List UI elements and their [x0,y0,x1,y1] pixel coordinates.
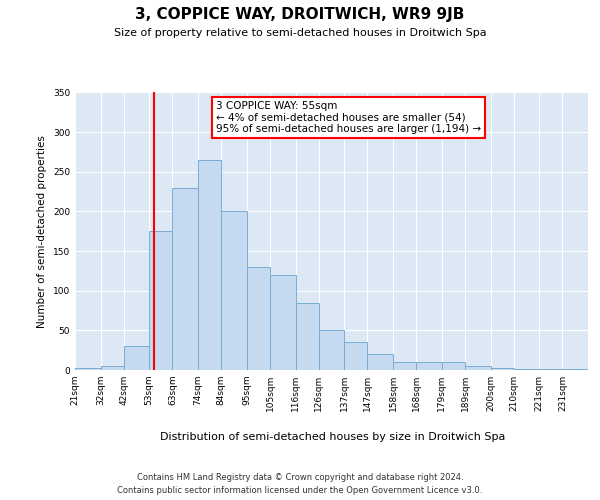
Bar [270,275,296,370]
Bar [514,369,539,370]
Text: 3 COPPICE WAY: 55sqm
← 4% of semi-detached houses are smaller (54)
95% of semi-d: 3 COPPICE WAY: 55sqm ← 4% of semi-detach… [216,101,481,134]
Bar [101,366,124,370]
Bar [172,188,198,370]
Bar [562,369,588,370]
Bar [247,267,270,370]
Bar [198,160,221,370]
Text: Contains HM Land Registry data © Crown copyright and database right 2024.: Contains HM Land Registry data © Crown c… [137,472,463,482]
Bar [319,330,344,370]
Bar [367,354,393,370]
Y-axis label: Number of semi-detached properties: Number of semi-detached properties [37,135,47,328]
Text: Contains public sector information licensed under the Open Government Licence v3: Contains public sector information licen… [118,486,482,495]
Bar [393,362,416,370]
Bar [491,368,514,370]
Bar [75,368,101,370]
Text: 3, COPPICE WAY, DROITWICH, WR9 9JB: 3, COPPICE WAY, DROITWICH, WR9 9JB [136,8,464,22]
Bar [442,362,465,370]
Text: Distribution of semi-detached houses by size in Droitwich Spa: Distribution of semi-detached houses by … [160,432,506,442]
Bar [416,362,442,370]
Bar [465,366,491,370]
Text: Size of property relative to semi-detached houses in Droitwich Spa: Size of property relative to semi-detach… [113,28,487,38]
Bar [221,212,247,370]
Bar [149,231,172,370]
Bar [296,302,319,370]
Bar [124,346,149,370]
Bar [539,369,562,370]
Bar [344,342,367,370]
